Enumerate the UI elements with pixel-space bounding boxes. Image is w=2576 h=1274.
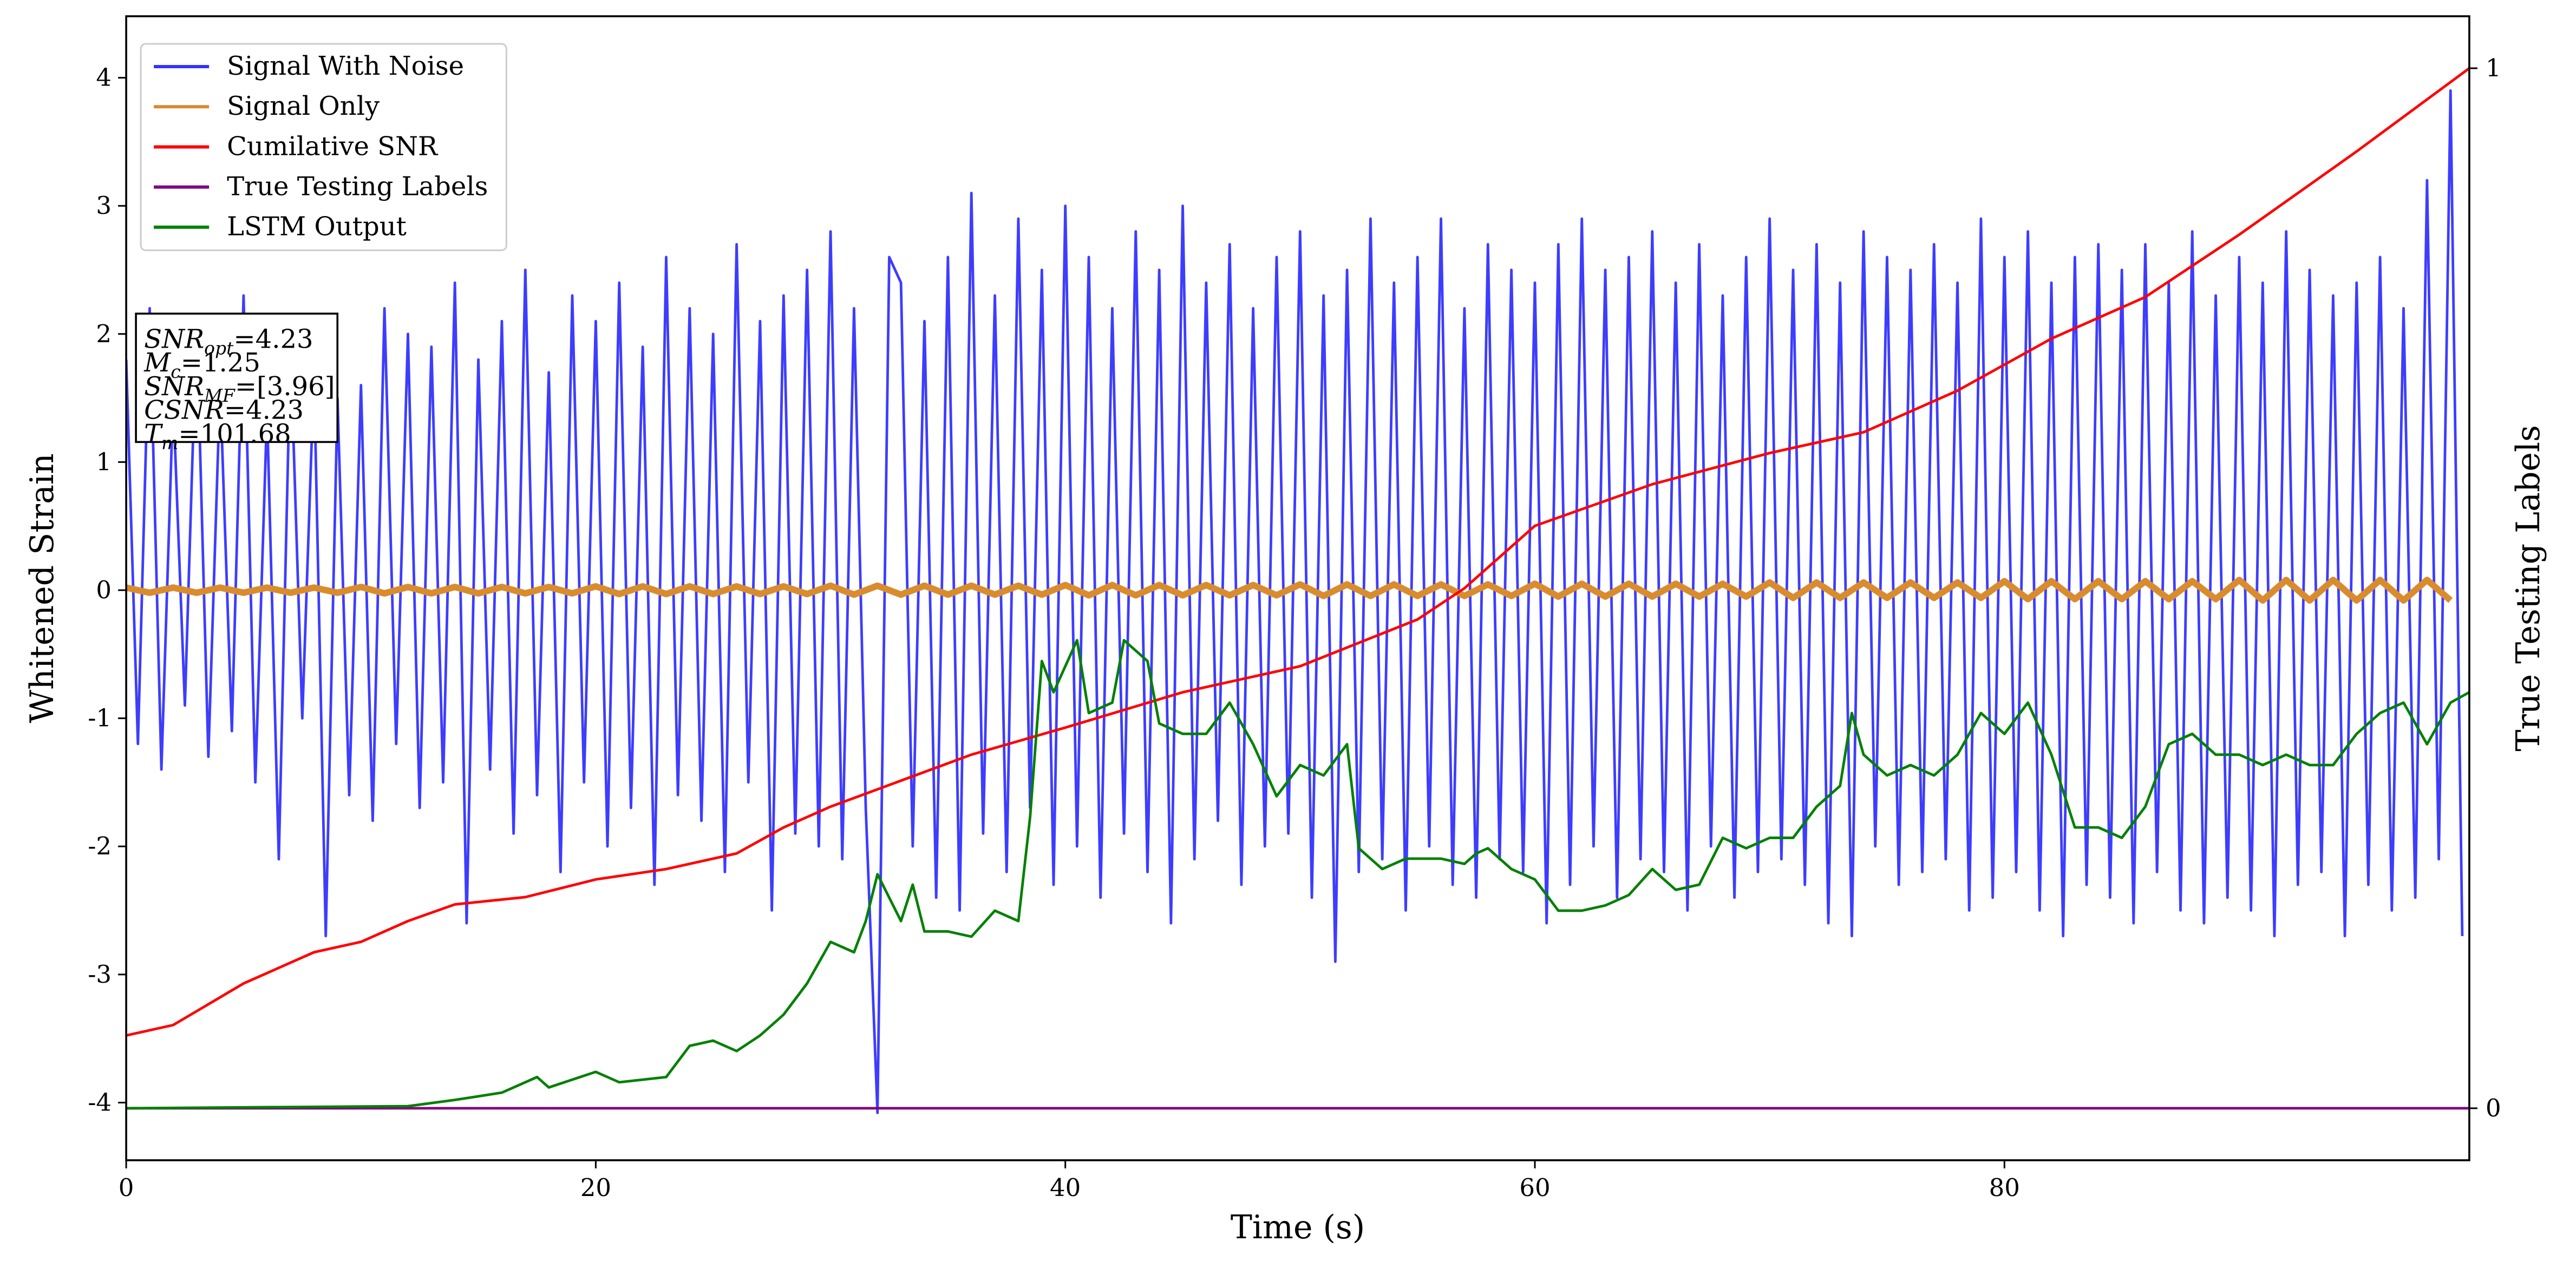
plot-frame [125,15,2470,1161]
series-line [126,67,2469,1037]
annotation-line: SNRMF=[3.96] [144,371,335,406]
annotation-symbol: CSNR [144,395,224,426]
y2-axis-label: True Testing Labels [2509,425,2547,752]
y-tick-label: 2 [96,319,112,348]
legend-box [140,43,507,251]
x-tick-label: 60 [1519,1173,1550,1202]
annotation-symbol: SNR [144,324,204,354]
y-axis-label: Whitened Strain [23,453,61,723]
series-line [126,89,2464,1114]
plot-area [126,67,2469,1114]
y-tick-label: -1 [88,704,112,733]
legend-label: Signal With Noise [227,51,464,81]
annotation-subscript: c [171,361,180,382]
y-tick-label: 1 [96,447,112,476]
annotation-value: =4.23 [233,324,313,354]
annotation-line: SNRopt=4.23 [144,324,313,358]
x-tick-label: 40 [1050,1173,1081,1202]
annotation-value: =1.25 [181,348,260,378]
y-tick-label: 4 [96,63,112,92]
annotation-line: Tm=101.68 [144,419,291,454]
legend-label: LSTM Output [227,212,407,242]
series-line [126,639,2469,1110]
y-tick-label: -2 [88,832,112,860]
annotation-symbol: T [144,419,163,449]
annotation-symbol: SNR [144,371,204,402]
annotation-box [135,312,339,443]
annotation-subscript: opt [204,337,234,358]
y2-tick-label: 1 [2486,54,2501,82]
legend-label: Cumilative SNR [227,131,439,161]
x-tick-label: 0 [119,1173,134,1202]
annotation-value: =4.23 [224,395,304,426]
annotation-subscript: MF [204,385,236,406]
series-line [126,577,2453,604]
y2-tick-label: 0 [2486,1094,2501,1122]
annotation-symbol: M [143,348,172,378]
legend-label: True Testing Labels [227,171,488,201]
annotation-line: CSNR=4.23 [144,395,304,426]
annotation-line: Mc=1.25 [143,348,260,382]
annotation-value: =101.68 [178,419,291,449]
x-tick-label: 80 [1989,1173,2020,1202]
x-tick-label: 20 [580,1173,611,1202]
x-axis-label: Time (s) [1231,1208,1365,1246]
legend-label: Signal Only [227,91,380,121]
y-tick-label: 3 [96,191,112,220]
y-tick-label: -4 [88,1088,112,1116]
annotation-value: =[3.96] [235,371,335,402]
y-tick-label: 0 [96,576,112,604]
y-tick-label: -3 [88,960,112,989]
annotation-subscript: m [161,433,178,454]
